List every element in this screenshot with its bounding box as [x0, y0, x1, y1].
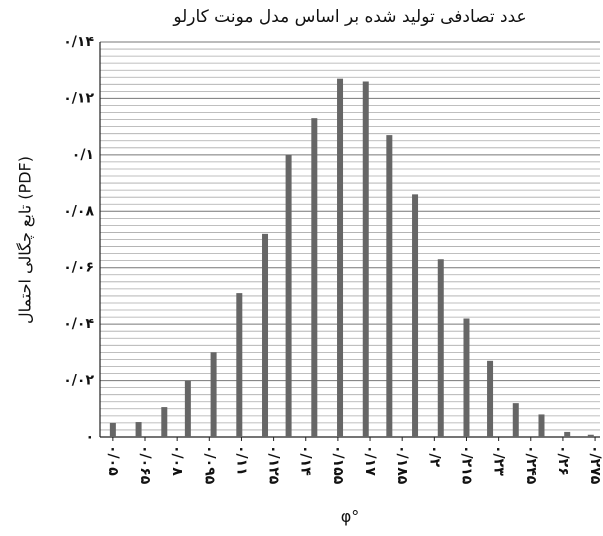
x-tick-label: ۰/۱۲۵ — [266, 445, 282, 485]
x-tick-label: ۰/۱۱ — [233, 445, 249, 476]
bar — [311, 118, 318, 437]
x-tick-label: ۰/۱۴ — [298, 445, 314, 476]
y-tick-label: ۰/۰۴ — [63, 316, 94, 332]
y-tick-label: ۰/۰۸ — [63, 203, 94, 219]
x-tick-label: ۰/۲۶ — [555, 445, 571, 476]
bar — [412, 194, 419, 437]
x-tick-label: ۰/۲۴۵ — [523, 445, 539, 485]
x-tick-label: ۰/۲۳ — [491, 445, 507, 476]
x-tick-label: ۰/۰۶۵ — [137, 445, 153, 485]
x-tick-label: ۰/۲۷۵ — [587, 445, 603, 485]
x-tick-label: ۰/۱۸۵ — [394, 445, 410, 485]
x-axis-label: φ° — [341, 507, 360, 526]
y-tick-label: ۰/۱۴ — [63, 34, 94, 50]
bar — [463, 318, 470, 437]
bar — [564, 431, 571, 437]
bar — [512, 403, 519, 437]
chart-title: عدد تصادفی تولید شده بر اساس مدل مونت کا… — [172, 7, 526, 27]
y-tick-label: ۰/۱ — [72, 147, 94, 163]
bar — [386, 135, 393, 437]
y-tick-label: ۰/۰۶ — [63, 260, 94, 276]
bar — [135, 422, 142, 437]
bar — [437, 259, 444, 437]
bar — [285, 154, 292, 437]
bar — [362, 81, 369, 437]
bar — [262, 233, 269, 437]
y-tick-label: ۰ — [85, 429, 94, 445]
x-tick-label: ۰/۰۹۵ — [201, 445, 217, 485]
bar — [109, 422, 116, 437]
bar — [337, 78, 344, 437]
bar — [236, 293, 243, 437]
bar — [161, 407, 168, 437]
y-tick-label: ۰/۱۲ — [63, 90, 94, 106]
x-tick-label: ۰/۱۷ — [362, 445, 378, 476]
x-tick-label: ۰/۰۸ — [169, 445, 185, 476]
x-tick-label: ۰/۲۱۵ — [458, 445, 474, 485]
x-tick-label: ۰/۱۵۵ — [330, 445, 346, 485]
x-tick-label: ۰/۲ — [426, 445, 442, 468]
bar — [587, 434, 594, 437]
y-axis-label: تابع چگالی احتمال (PDF) — [16, 156, 36, 324]
bar — [538, 414, 545, 437]
bar — [487, 360, 494, 437]
bar — [210, 352, 217, 437]
x-tick-label: ۰/۰۵ — [105, 445, 121, 476]
y-tick-label: ۰/۰۲ — [63, 373, 94, 389]
bar — [184, 380, 191, 437]
